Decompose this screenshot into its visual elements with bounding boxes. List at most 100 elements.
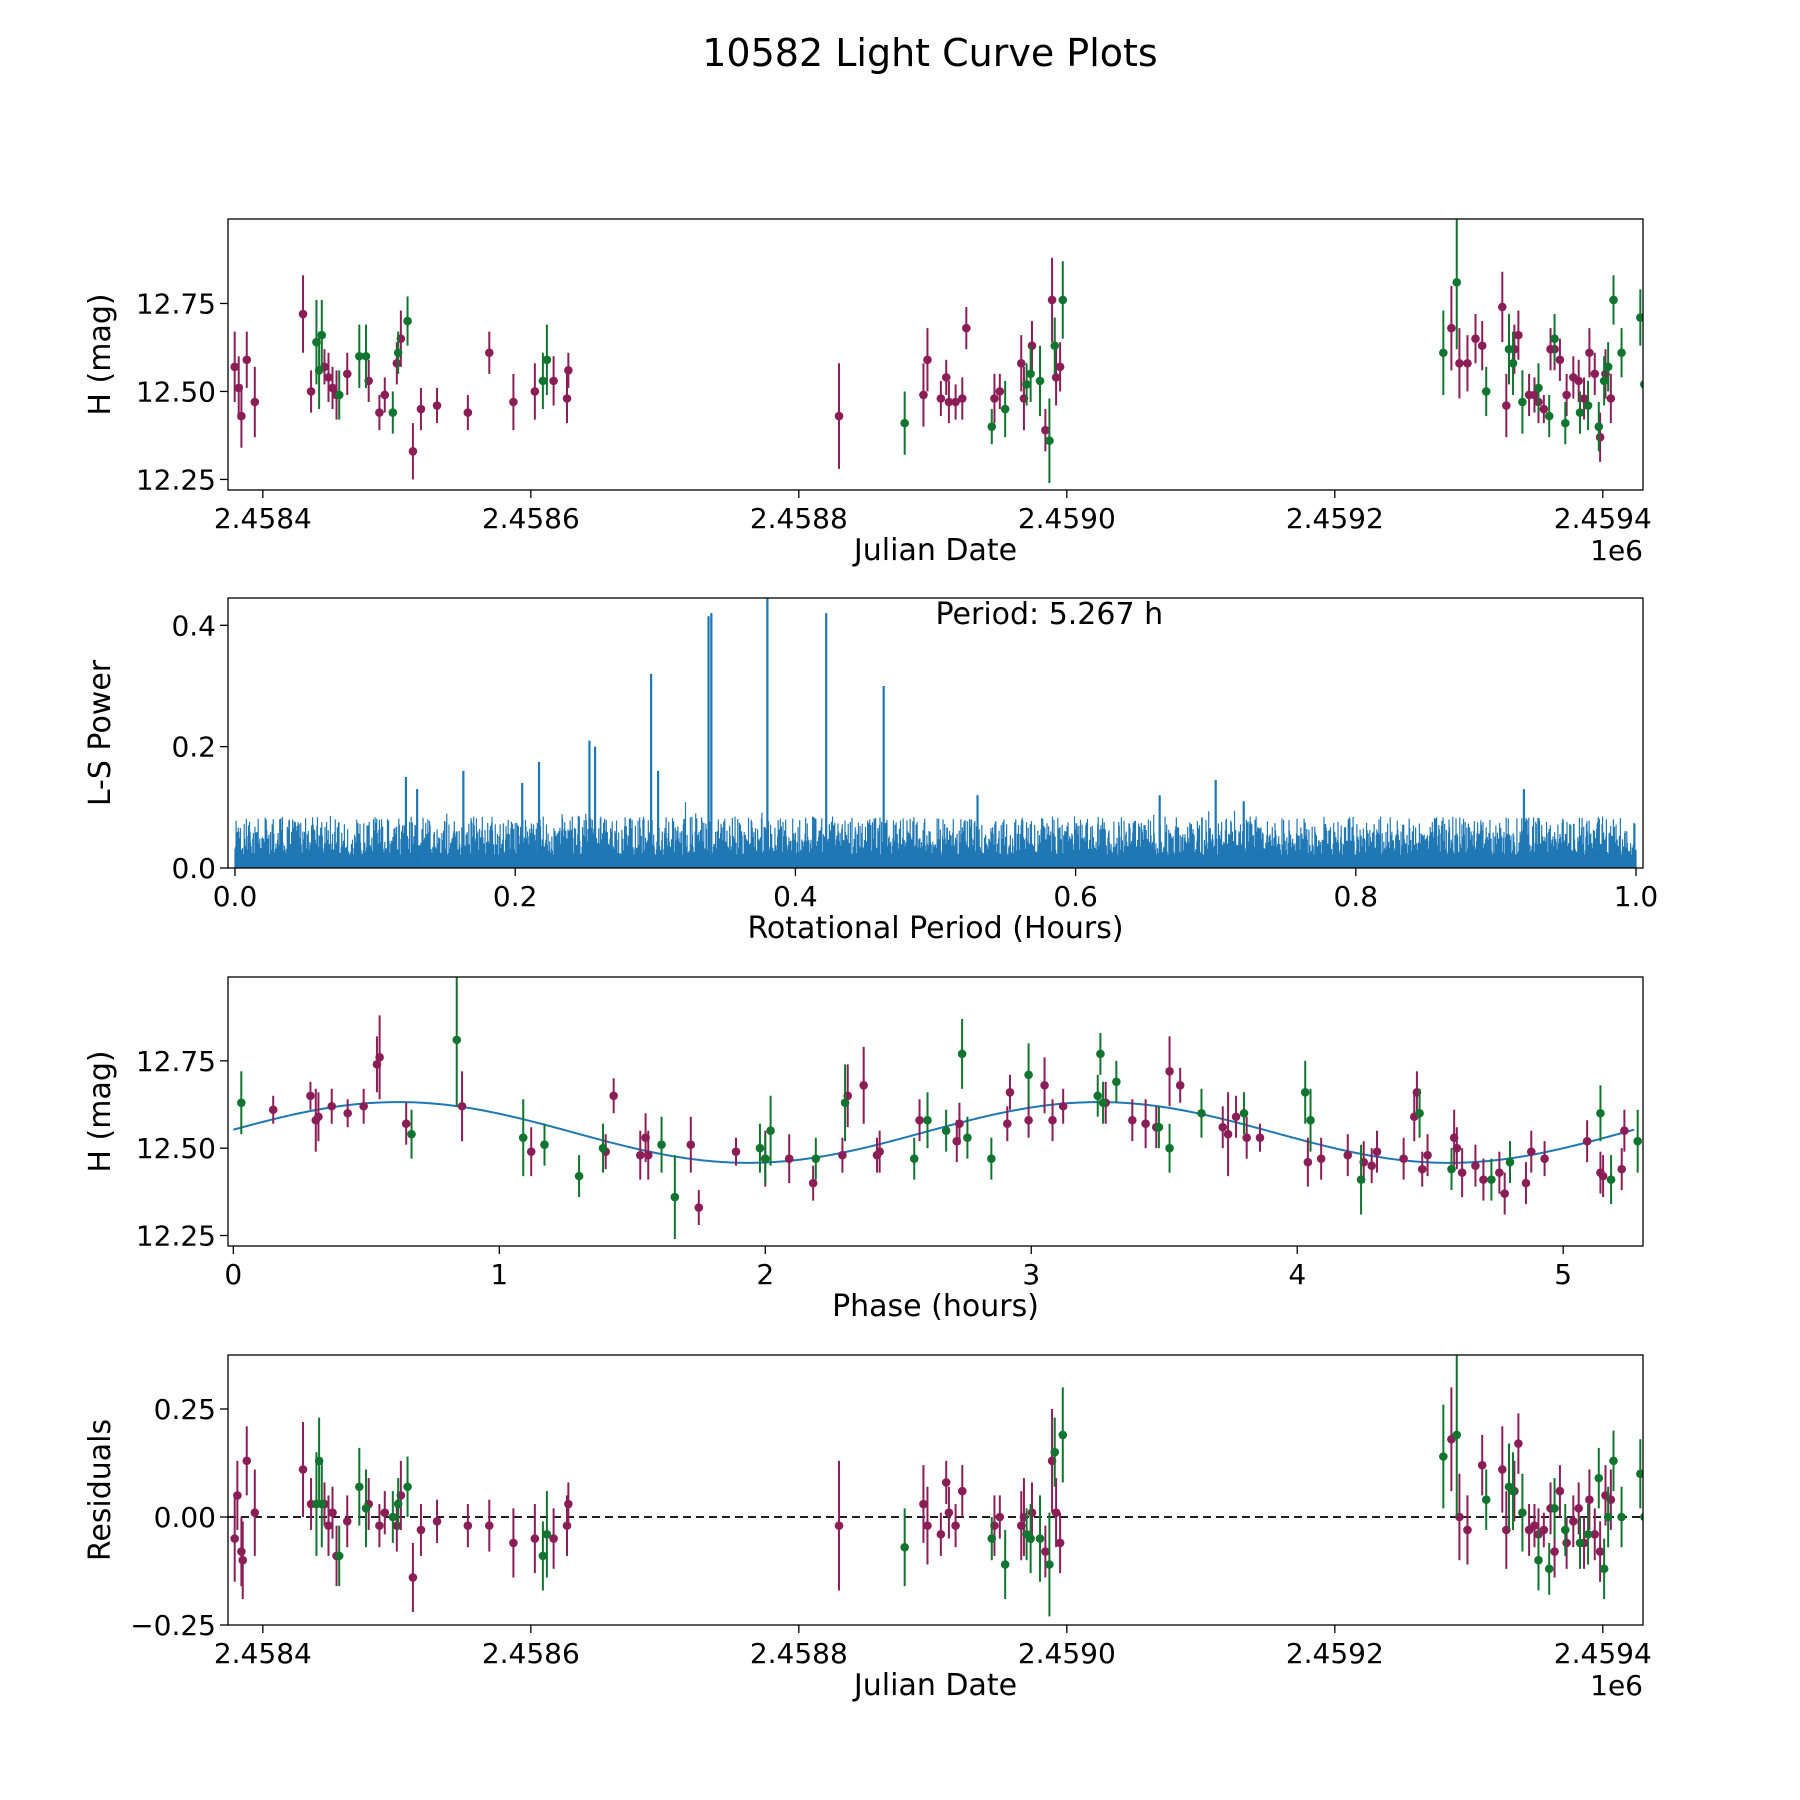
data-point-purple xyxy=(1562,390,1571,400)
data-point-purple xyxy=(375,408,384,417)
data-point-purple xyxy=(408,446,418,456)
data-point-green xyxy=(1058,1430,1068,1440)
x-tick-label: 2.4584 xyxy=(214,502,312,535)
data-point-green xyxy=(1594,1473,1604,1483)
data-point-purple xyxy=(306,387,316,396)
data-point-purple xyxy=(1231,1112,1241,1122)
data-point-purple xyxy=(1452,1143,1462,1153)
data-point-green xyxy=(1035,376,1045,386)
data-point-purple xyxy=(951,1521,960,1530)
data-point-purple xyxy=(1051,1508,1061,1517)
data-point-purple xyxy=(1423,1150,1432,1160)
data-point-purple xyxy=(408,1573,418,1582)
data-point-green xyxy=(388,408,398,417)
data-point-purple xyxy=(324,1521,333,1530)
data-point-green xyxy=(1617,1512,1626,1522)
data-point-purple xyxy=(941,373,951,382)
data-point-green xyxy=(1035,1534,1045,1543)
data-point-purple xyxy=(1617,1164,1627,1174)
data-point-purple xyxy=(1477,341,1487,351)
data-point-purple xyxy=(875,1147,884,1156)
data-point-purple xyxy=(1471,1161,1480,1170)
periodogram-panel: Period: 5.267 h 0.0 0.2 0.4 0.6 0.8 1.0 0.0 0.2 0… xyxy=(83,597,1658,946)
data-point-purple xyxy=(1595,432,1605,442)
data-point-green xyxy=(1022,380,1031,389)
y-tick-label: 0.0 xyxy=(171,852,216,885)
data-point-purple xyxy=(1223,1129,1233,1139)
data-point-purple xyxy=(1242,1133,1251,1143)
data-point-green xyxy=(1165,1143,1174,1153)
data-point-purple xyxy=(237,1547,246,1556)
data-point-purple xyxy=(1457,1168,1467,1177)
data-point-purple xyxy=(838,1150,847,1160)
x-tick-label: 2.4592 xyxy=(1286,502,1384,535)
data-point-purple xyxy=(1218,1122,1228,1132)
data-point-purple xyxy=(955,1119,964,1129)
data-point-purple xyxy=(784,1154,794,1163)
panel-frame xyxy=(227,976,1644,1247)
data-point-purple xyxy=(1562,1538,1571,1548)
data-point-purple xyxy=(643,1150,653,1160)
data-point-green xyxy=(900,1542,909,1552)
data-point-purple xyxy=(1540,1154,1549,1163)
data-point-green xyxy=(1050,1447,1060,1457)
data-point-green xyxy=(1606,1175,1616,1184)
x-tick-label: 0.8 xyxy=(1334,880,1379,913)
data-point-green xyxy=(1452,278,1462,287)
data-point-green xyxy=(1599,376,1609,386)
data-point-green xyxy=(670,1192,680,1202)
data-point-green xyxy=(403,316,412,326)
data-point-green xyxy=(1636,1469,1643,1479)
data-point-green xyxy=(334,1551,344,1561)
data-point-purple xyxy=(233,1491,242,1500)
data-point-green xyxy=(1518,1508,1527,1517)
data-point-purple xyxy=(1040,1080,1049,1090)
data-point-purple xyxy=(1477,1460,1487,1470)
data-point-purple xyxy=(359,1101,368,1111)
data-point-purple xyxy=(380,1508,390,1517)
data-point-green xyxy=(1487,1175,1496,1184)
data-point-purple xyxy=(250,397,260,407)
data-point-purple xyxy=(375,1521,384,1530)
data-point-green xyxy=(1045,436,1054,446)
residuals-panel: 2.4584 2.4586 2.4588 2.4590 2.4592 2.4594 −0.2… xyxy=(83,1354,1652,1703)
x-tick-label: 0 xyxy=(224,1258,242,1291)
data-point-green xyxy=(1058,295,1068,305)
y-tick-label: 0.00 xyxy=(154,1501,216,1534)
plot-area xyxy=(234,598,1637,868)
data-point-purple xyxy=(1495,1168,1504,1177)
data-point-green xyxy=(574,1171,584,1181)
data-point-green xyxy=(538,376,548,386)
data-point-purple xyxy=(995,387,1005,396)
x-axis-label: Julian Date xyxy=(852,1668,1017,1703)
data-point-green xyxy=(1096,1049,1105,1059)
y-tick-label: 12.50 xyxy=(136,1132,216,1165)
data-point-purple xyxy=(1303,1157,1313,1167)
data-point-purple xyxy=(915,1115,924,1125)
x-tick-label: 1 xyxy=(490,1258,508,1291)
data-point-purple xyxy=(957,1486,967,1496)
data-point-green xyxy=(657,1140,666,1149)
data-point-green xyxy=(1550,334,1559,343)
data-point-purple xyxy=(808,1178,818,1188)
data-point-green xyxy=(1583,401,1593,410)
data-point-purple xyxy=(564,1499,573,1509)
y-axis-label: H (mag) xyxy=(83,1050,118,1172)
data-point-green xyxy=(1560,1525,1570,1535)
data-point-purple xyxy=(1530,1521,1539,1530)
data-point-purple xyxy=(1555,355,1565,365)
data-point-purple xyxy=(990,394,999,403)
data-point-purple xyxy=(1447,323,1456,333)
x-tick-label: 3 xyxy=(1022,1258,1040,1291)
data-point-purple xyxy=(1417,1164,1427,1174)
data-point-purple xyxy=(1128,1115,1137,1125)
data-point-green xyxy=(542,1529,552,1539)
y-axis-label: Residuals xyxy=(83,1419,118,1561)
data-point-green xyxy=(388,1512,398,1522)
data-point-green xyxy=(1415,1108,1424,1118)
data-point-purple xyxy=(238,1555,248,1565)
data-point-purple xyxy=(1316,1154,1326,1163)
data-point-green xyxy=(987,1154,996,1163)
data-point-purple xyxy=(1590,1529,1600,1539)
